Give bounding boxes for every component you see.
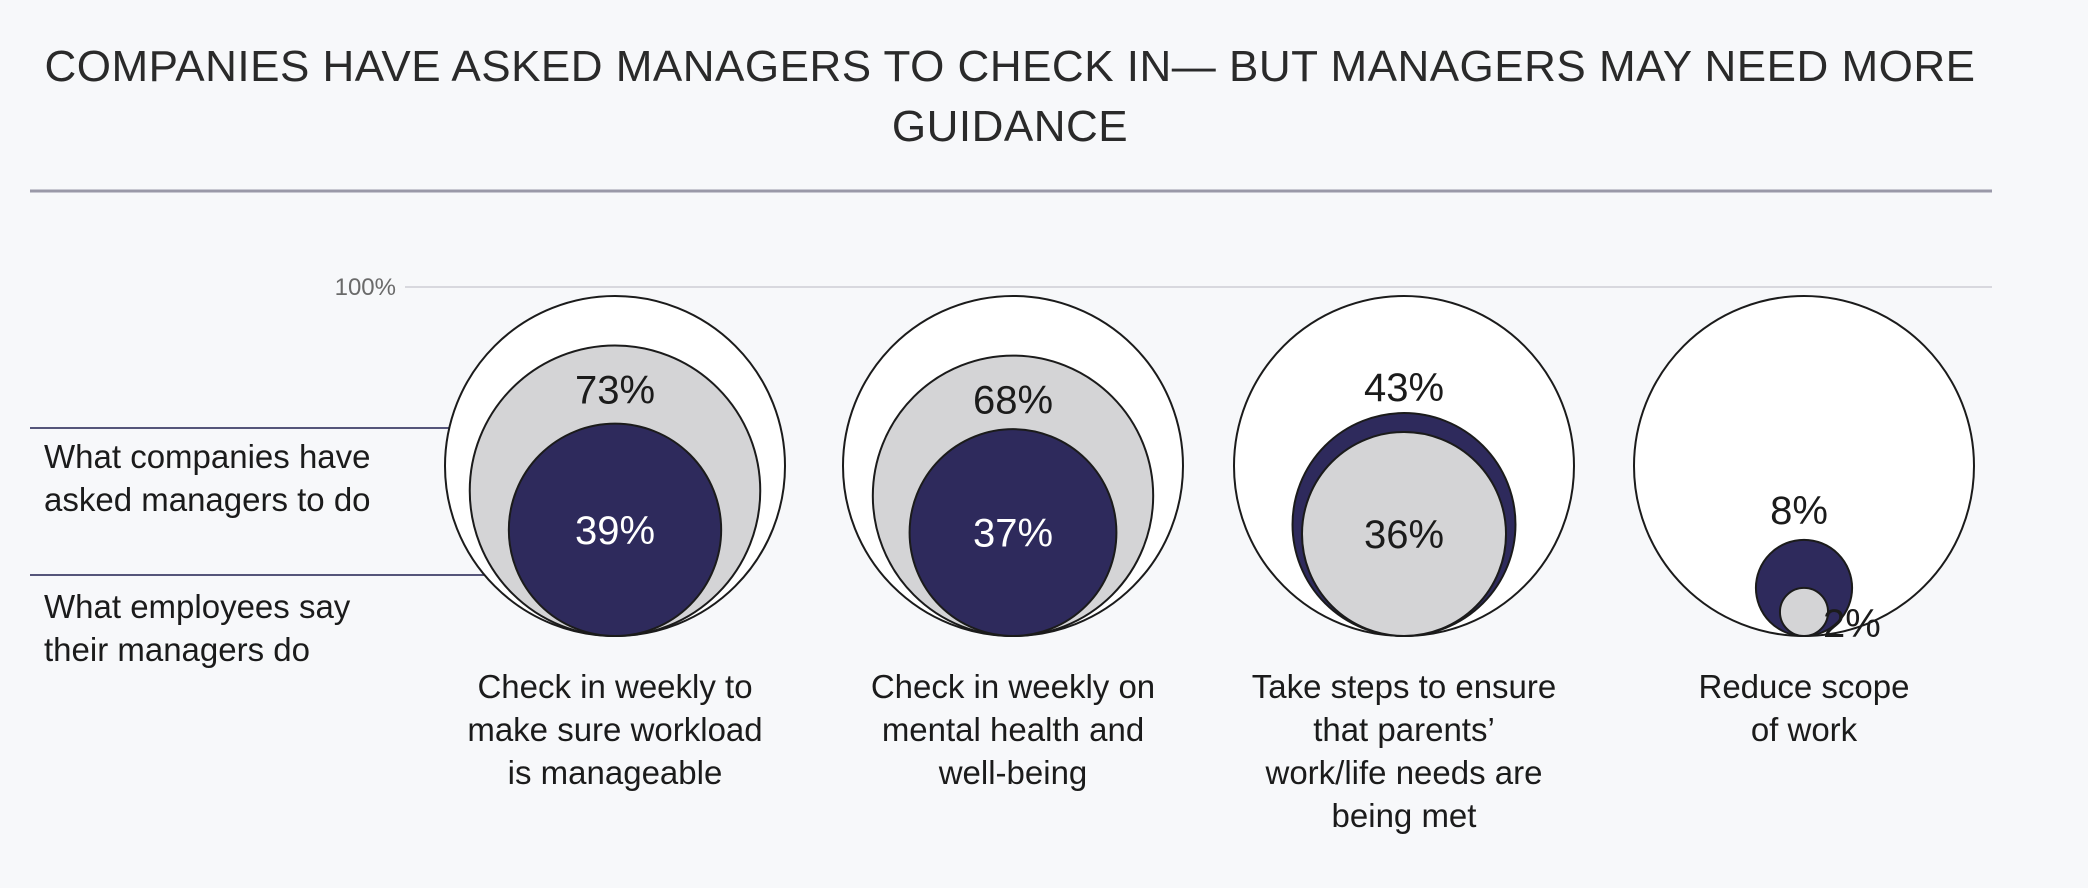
bubble-companies (1301, 431, 1507, 637)
chart-title-line-1: COMPANIES HAVE ASKED MANAGERS TO CHECK I… (45, 42, 1976, 91)
value-label-companies: 68% (973, 379, 1053, 423)
category-label-1-line-2: make sure workload (467, 711, 762, 748)
legend: What companies have asked managers to do… (30, 427, 555, 668)
legend-label-employees-line-1: What employees say (44, 588, 351, 625)
legend-label-employees-line-2: their managers do (44, 631, 310, 668)
category-label-3-line-1: Take steps to ensure (1252, 668, 1557, 705)
category-label-3-line-3: work/life needs are (1265, 754, 1543, 791)
category-label-3-line-2: that parents’ (1313, 711, 1495, 748)
category-label-2-line-1: Check in weekly on (871, 668, 1155, 705)
legend-label-companies-line-2: asked managers to do (44, 481, 371, 518)
category-label-2-line-2: mental health and (882, 711, 1144, 748)
category-labels-group: Check in weekly to make sure workload is m… (467, 668, 1909, 834)
bubble-employees (908, 428, 1118, 637)
value-label-companies: 2% (1823, 602, 1881, 646)
value-label-companies: 73% (575, 369, 655, 413)
value-label-employees: 43% (1364, 366, 1444, 410)
value-label-employees: 8% (1770, 489, 1828, 533)
bubble-companies (1778, 586, 1830, 638)
bubble-group-1: 73% 39% (444, 295, 786, 637)
value-label-employees: 39% (575, 509, 655, 553)
value-label-companies: 36% (1364, 513, 1444, 557)
chart-title-line-2: GUIDANCE (892, 102, 1128, 151)
value-label-employees: 37% (973, 512, 1053, 556)
category-label-4-line-1: Reduce scope (1699, 668, 1910, 705)
category-label-2-line-3: well-being (938, 754, 1088, 791)
bubbles-group: 73% 39% 68% 37% 43% 36% 8% 2% (444, 295, 1975, 646)
bubble-employees (507, 422, 723, 637)
bubble-group-2: 68% 37% (842, 295, 1184, 638)
category-label-4-line-2: of work (1751, 711, 1858, 748)
bubble-group-3: 43% 36% (1233, 295, 1575, 638)
category-label-1-line-3: is manageable (508, 754, 723, 791)
legend-label-companies-line-1: What companies have (44, 438, 371, 475)
category-label-1-line-1: Check in weekly to (477, 668, 752, 705)
y-tick-label-100: 100% (335, 274, 396, 301)
category-label-3-line-4: being met (1332, 797, 1477, 834)
bubble-group-4: 8% 2% (1633, 295, 1975, 646)
